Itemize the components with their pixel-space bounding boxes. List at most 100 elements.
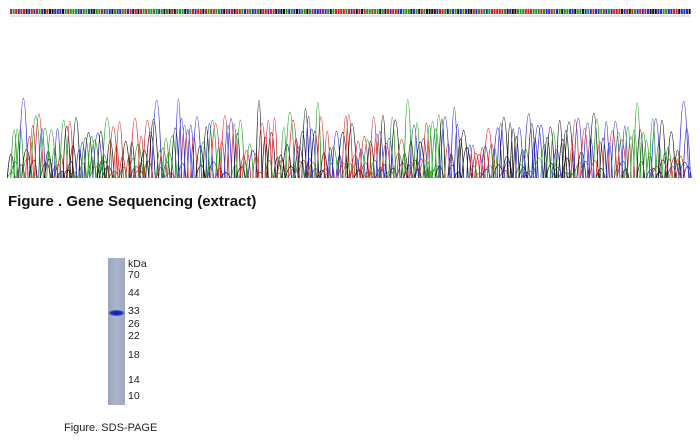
trace-peak: [304, 116, 313, 179]
base-letter: [163, 9, 166, 14]
base-letter: [324, 9, 327, 14]
trace-peak: [561, 157, 572, 179]
base-letter: [101, 9, 103, 14]
base-letter: [30, 9, 33, 14]
trace-peak: [515, 127, 524, 179]
base-letter: [49, 9, 51, 14]
trace-peak: [226, 118, 236, 179]
trace-peak: [314, 102, 322, 179]
base-letter: [475, 9, 478, 14]
base-letter: [179, 9, 181, 14]
trace-peak: [474, 154, 485, 179]
base-letter: [12, 9, 15, 14]
base-letter: [413, 9, 415, 14]
trace-peak: [588, 112, 599, 179]
base-letter: [665, 9, 668, 14]
figure-caption: Figure. SDS-PAGE: [64, 422, 158, 434]
trace-peak: [319, 168, 330, 179]
trace-peak: [108, 126, 119, 179]
base-letter: [647, 9, 649, 14]
base-letter: [415, 9, 418, 14]
trace-peak: [650, 166, 662, 179]
trace-peak: [501, 160, 514, 179]
base-letter: [77, 9, 80, 14]
trace-peak: [649, 168, 658, 179]
trace-peak: [551, 167, 563, 179]
trace-peak: [426, 125, 433, 179]
trace-peak: [192, 116, 202, 179]
trace-peak: [369, 116, 379, 179]
base-letter: [314, 9, 317, 14]
trace-peak: [62, 125, 72, 179]
base-letter: [153, 9, 155, 14]
trace-peak: [137, 159, 146, 179]
trace-peak: [356, 149, 366, 179]
base-letter: [441, 9, 444, 14]
base-letter: [379, 9, 382, 14]
trace-peak: [388, 117, 397, 179]
trace-peak: [599, 137, 608, 179]
trace-peak: [108, 171, 120, 179]
trace-peak: [362, 139, 373, 179]
trace-peak: [414, 158, 427, 179]
base-letter: [194, 9, 197, 14]
base-letter: [511, 9, 514, 14]
base-letter: [69, 9, 72, 14]
trace-peak: [673, 150, 682, 179]
base-letter: [210, 9, 213, 14]
base-letter: [574, 9, 577, 14]
base-letter: [17, 9, 20, 14]
trace-peak: [337, 131, 348, 179]
base-letter: [228, 9, 231, 14]
trace-peak: [630, 129, 639, 179]
trace-peak: [326, 162, 335, 179]
trace-peak: [255, 100, 263, 179]
trace-peak: [273, 172, 283, 179]
trace-peak: [78, 141, 87, 179]
base-letter: [283, 9, 285, 14]
base-letter: [485, 9, 488, 14]
base-letter: [537, 9, 540, 14]
marker-label: 70: [128, 269, 140, 281]
base-letter: [592, 9, 595, 14]
base-letter: [514, 9, 517, 14]
protein-band: [108, 309, 125, 317]
base-letter: [613, 9, 616, 14]
base-letter: [238, 9, 241, 14]
trace-peak: [558, 171, 569, 179]
trace-peak: [38, 128, 46, 179]
trace-peak: [545, 163, 556, 179]
trace-peak: [87, 136, 97, 179]
base-letter: [244, 9, 246, 14]
base-letter: [459, 9, 462, 14]
trace-peak: [233, 133, 241, 179]
base-letter: [436, 9, 439, 14]
base-letter: [121, 9, 124, 14]
base-letter: [618, 9, 621, 14]
base-letter: [634, 9, 636, 14]
base-letter: [686, 9, 688, 14]
base-letter: [155, 9, 158, 14]
base-letter: [301, 9, 304, 14]
base-letter: [584, 9, 587, 14]
base-letter: [280, 9, 283, 14]
base-letter: [106, 9, 109, 14]
trace-peak: [28, 159, 38, 179]
base-letter: [504, 9, 506, 14]
base-letter: [400, 9, 402, 14]
trace-peak: [381, 142, 392, 179]
trace-peak: [87, 160, 98, 179]
trace-peak: [39, 162, 52, 179]
base-letter: [140, 9, 142, 14]
base-letter: [579, 9, 582, 14]
trace-peak: [439, 116, 451, 179]
base-letter: [543, 9, 545, 14]
figure-caption: Figure . Gene Sequencing (extract): [8, 193, 257, 210]
base-letter: [498, 9, 501, 14]
base-letter: [147, 9, 150, 14]
base-letter: [259, 9, 262, 14]
trace-peak: [297, 159, 309, 179]
base-letter: [236, 9, 239, 14]
base-letter: [306, 9, 309, 14]
base-letter: [683, 9, 686, 14]
